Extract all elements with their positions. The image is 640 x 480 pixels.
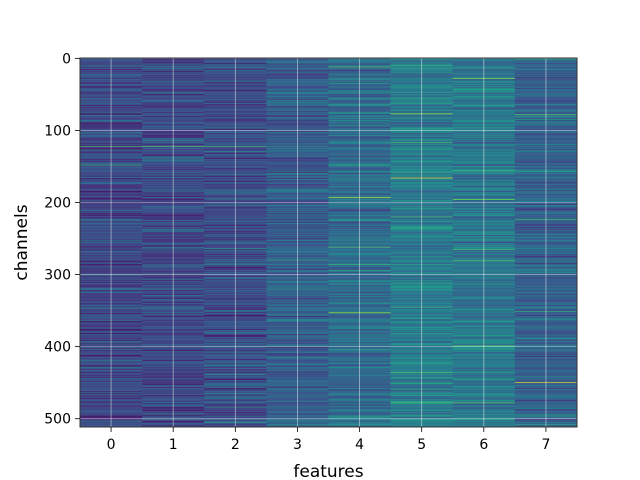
x-tick-label: 7 xyxy=(541,437,550,453)
x-tick-label: 6 xyxy=(479,437,488,453)
y-axis: 0 100 200 300 400 500 xyxy=(44,51,80,428)
x-axis: 0 1 2 3 4 5 6 7 xyxy=(107,427,550,453)
x-tick-label: 3 xyxy=(293,437,302,453)
y-tick-label: 300 xyxy=(44,268,71,284)
grid-lines xyxy=(80,57,577,427)
x-tick-label: 0 xyxy=(107,437,116,453)
y-tick-label: 200 xyxy=(44,196,71,212)
plot-frame xyxy=(79,57,578,428)
x-tick-label: 1 xyxy=(169,437,178,453)
x-tick-label: 5 xyxy=(417,437,426,453)
y-axis-label: channels xyxy=(12,204,32,280)
y-tick-label: 0 xyxy=(62,51,71,67)
y-tick-label: 400 xyxy=(44,340,71,356)
x-tick-label: 2 xyxy=(231,437,240,453)
x-axis-label: features xyxy=(293,462,363,480)
y-tick-label: 500 xyxy=(44,412,71,428)
y-tick-label: 100 xyxy=(44,123,71,139)
heatmap-cells xyxy=(80,58,578,428)
x-tick-label: 4 xyxy=(355,437,364,453)
